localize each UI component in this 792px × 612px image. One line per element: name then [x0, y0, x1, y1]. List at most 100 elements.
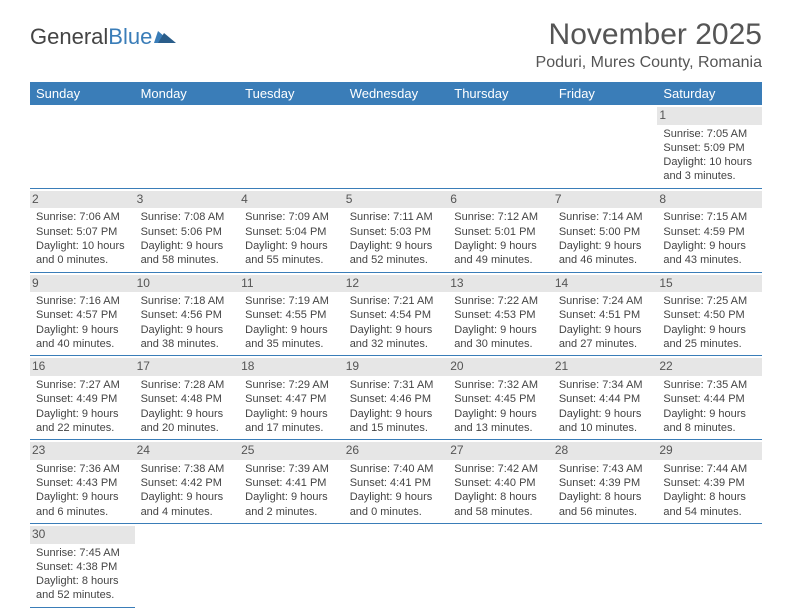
- day-number: 20: [448, 358, 553, 376]
- cell-day2: and 8 minutes.: [663, 421, 756, 435]
- day-number: 15: [657, 275, 762, 293]
- weekday-header: Monday: [135, 82, 240, 105]
- cell-sunrise: Sunrise: 7:19 AM: [245, 294, 338, 308]
- cell-sunrise: Sunrise: 7:21 AM: [350, 294, 443, 308]
- calendar-cell: [448, 105, 553, 188]
- day-number: 23: [30, 442, 135, 460]
- day-number: 4: [239, 191, 344, 209]
- cell-sunrise: Sunrise: 7:06 AM: [36, 210, 129, 224]
- cell-day1: Daylight: 9 hours: [350, 407, 443, 421]
- cell-sunset: Sunset: 4:47 PM: [245, 392, 338, 406]
- cell-day2: and 54 minutes.: [663, 505, 756, 519]
- cell-day1: Daylight: 9 hours: [141, 407, 234, 421]
- calendar-body: 1Sunrise: 7:05 AMSunset: 5:09 PMDaylight…: [30, 105, 762, 607]
- cell-day1: Daylight: 9 hours: [36, 407, 129, 421]
- weekday-header: Sunday: [30, 82, 135, 105]
- cell-day1: Daylight: 9 hours: [36, 490, 129, 504]
- cell-sunset: Sunset: 4:45 PM: [454, 392, 547, 406]
- calendar-week-row: 2Sunrise: 7:06 AMSunset: 5:07 PM Daylight…: [30, 188, 762, 272]
- cell-sunrise: Sunrise: 7:15 AM: [663, 210, 756, 224]
- calendar-cell: [239, 105, 344, 188]
- header: GeneralBlue November 2025 Poduri, Mures …: [30, 18, 762, 72]
- cell-sunset: Sunset: 5:03 PM: [350, 225, 443, 239]
- cell-sunset: Sunset: 4:56 PM: [141, 308, 234, 322]
- cell-day2: and 0 minutes.: [36, 253, 129, 267]
- calendar-cell: 16Sunrise: 7:27 AMSunset: 4:49 PMDayligh…: [30, 356, 135, 440]
- weekday-header: Wednesday: [344, 82, 449, 105]
- calendar-cell: [657, 523, 762, 607]
- calendar-cell: [30, 105, 135, 188]
- cell-sunset: Sunset: 4:38 PM: [36, 560, 129, 574]
- calendar-cell: [344, 523, 449, 607]
- calendar-cell: 29Sunrise: 7:44 AMSunset: 4:39 PMDayligh…: [657, 440, 762, 524]
- cell-sunrise: Sunrise: 7:29 AM: [245, 378, 338, 392]
- cell-day1: Daylight: 9 hours: [454, 239, 547, 253]
- calendar-cell: 24Sunrise: 7:38 AMSunset: 4:42 PMDayligh…: [135, 440, 240, 524]
- cell-day2: and 2 minutes.: [245, 505, 338, 519]
- cell-sunset: Sunset: 4:43 PM: [36, 476, 129, 490]
- cell-sunrise: Sunrise: 7:42 AM: [454, 462, 547, 476]
- calendar-cell: 6Sunrise: 7:12 AMSunset: 5:01 PMDaylight…: [448, 188, 553, 272]
- cell-day1: Daylight: 8 hours: [559, 490, 652, 504]
- cell-sunset: Sunset: 4:46 PM: [350, 392, 443, 406]
- cell-sunrise: Sunrise: 7:44 AM: [663, 462, 756, 476]
- day-number: 6: [448, 191, 553, 209]
- cell-sunrise: Sunrise: 7:27 AM: [36, 378, 129, 392]
- cell-day2: and 46 minutes.: [559, 253, 652, 267]
- calendar-cell: [344, 105, 449, 188]
- calendar-table: SundayMondayTuesdayWednesdayThursdayFrid…: [30, 82, 762, 608]
- cell-sunrise: Sunrise: 7:25 AM: [663, 294, 756, 308]
- cell-day1: Daylight: 8 hours: [663, 490, 756, 504]
- cell-day1: Daylight: 9 hours: [245, 239, 338, 253]
- logo-text-general: General: [30, 24, 108, 50]
- cell-day2: and 20 minutes.: [141, 421, 234, 435]
- calendar-cell: 14Sunrise: 7:24 AMSunset: 4:51 PMDayligh…: [553, 272, 658, 356]
- calendar-cell: 28Sunrise: 7:43 AMSunset: 4:39 PMDayligh…: [553, 440, 658, 524]
- day-number: 30: [30, 526, 135, 544]
- cell-sunset: Sunset: 5:01 PM: [454, 225, 547, 239]
- day-number: 19: [344, 358, 449, 376]
- cell-sunset: Sunset: 5:06 PM: [141, 225, 234, 239]
- cell-day1: Daylight: 9 hours: [350, 239, 443, 253]
- flag-icon: [154, 29, 176, 45]
- calendar-week-row: 9Sunrise: 7:16 AMSunset: 4:57 PMDaylight…: [30, 272, 762, 356]
- cell-day1: Daylight: 9 hours: [663, 407, 756, 421]
- cell-day1: Daylight: 9 hours: [245, 323, 338, 337]
- day-number: 13: [448, 275, 553, 293]
- day-number: 3: [135, 191, 240, 209]
- cell-day2: and 32 minutes.: [350, 337, 443, 351]
- day-number: 29: [657, 442, 762, 460]
- cell-sunrise: Sunrise: 7:32 AM: [454, 378, 547, 392]
- calendar-cell: 4Sunrise: 7:09 AMSunset: 5:04 PMDaylight…: [239, 188, 344, 272]
- day-number: 2: [30, 191, 135, 209]
- calendar-cell: 22Sunrise: 7:35 AMSunset: 4:44 PMDayligh…: [657, 356, 762, 440]
- cell-day1: Daylight: 9 hours: [559, 407, 652, 421]
- cell-day2: and 25 minutes.: [663, 337, 756, 351]
- cell-sunset: Sunset: 5:07 PM: [36, 225, 129, 239]
- calendar-cell: 23Sunrise: 7:36 AMSunset: 4:43 PMDayligh…: [30, 440, 135, 524]
- cell-sunset: Sunset: 4:41 PM: [350, 476, 443, 490]
- cell-day2: and 30 minutes.: [454, 337, 547, 351]
- day-number: 18: [239, 358, 344, 376]
- cell-day2: and 58 minutes.: [141, 253, 234, 267]
- cell-day1: Daylight: 9 hours: [36, 323, 129, 337]
- day-number: 24: [135, 442, 240, 460]
- cell-sunset: Sunset: 4:40 PM: [454, 476, 547, 490]
- cell-sunset: Sunset: 4:39 PM: [559, 476, 652, 490]
- cell-sunset: Sunset: 4:51 PM: [559, 308, 652, 322]
- cell-sunrise: Sunrise: 7:38 AM: [141, 462, 234, 476]
- day-number: 10: [135, 275, 240, 293]
- day-number: 8: [657, 191, 762, 209]
- calendar-cell: 25Sunrise: 7:39 AMSunset: 4:41 PMDayligh…: [239, 440, 344, 524]
- cell-day1: Daylight: 9 hours: [454, 323, 547, 337]
- cell-day1: Daylight: 10 hours: [663, 155, 756, 169]
- cell-sunrise: Sunrise: 7:39 AM: [245, 462, 338, 476]
- calendar-cell: 7Sunrise: 7:14 AMSunset: 5:00 PMDaylight…: [553, 188, 658, 272]
- day-number: 14: [553, 275, 658, 293]
- calendar-week-row: 30Sunrise: 7:45 AMSunset: 4:38 PMDayligh…: [30, 523, 762, 607]
- cell-day2: and 38 minutes.: [141, 337, 234, 351]
- cell-sunset: Sunset: 4:44 PM: [559, 392, 652, 406]
- cell-day2: and 56 minutes.: [559, 505, 652, 519]
- day-number: 16: [30, 358, 135, 376]
- weekday-header: Tuesday: [239, 82, 344, 105]
